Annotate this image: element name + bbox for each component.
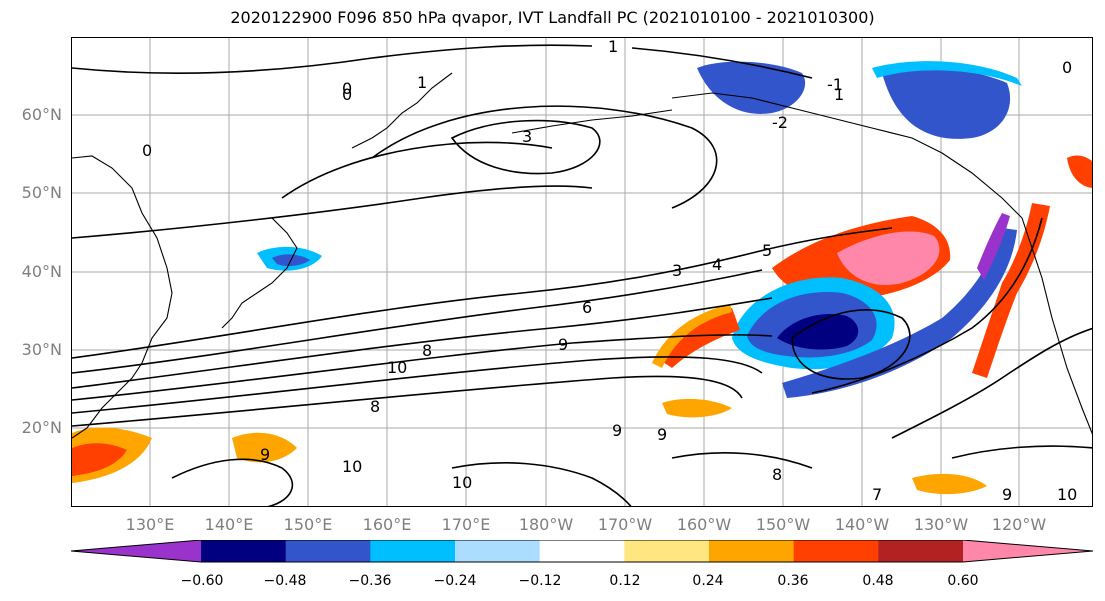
- lon-label-130e: 130°E: [125, 515, 175, 534]
- shade-pink-blob: [837, 231, 940, 285]
- colorbar-swatch: [455, 540, 541, 562]
- coast-aleutians: [511, 109, 673, 134]
- contour-label: 1: [834, 85, 844, 104]
- shade-orange-se: [912, 473, 987, 495]
- contour-label: 9: [612, 421, 622, 440]
- colorbar-swatch: [793, 540, 879, 562]
- colorbar-tick: −0.60: [180, 573, 224, 589]
- colorbar-outline: [71, 540, 1093, 563]
- contour-label: 0: [342, 79, 352, 98]
- colorbar-tick: −0.48: [263, 573, 307, 589]
- contour-label: 1: [608, 38, 618, 56]
- colorbar-tick: 0.24: [692, 573, 724, 589]
- contour-label: 3: [672, 261, 682, 280]
- coast-asia: [72, 155, 173, 439]
- colorbar-swatch: [878, 540, 964, 562]
- colorbar-tick: 0.36: [777, 573, 809, 589]
- lat-label-40n: 40°N: [21, 262, 62, 281]
- contour-label: -2: [772, 113, 788, 132]
- contour-label: 8: [422, 341, 432, 360]
- shade-blue-alaska-1: [697, 61, 806, 114]
- contour-label: 7: [872, 485, 882, 504]
- colorbar-tick: 0.12: [609, 573, 641, 589]
- contour-label: 10: [387, 358, 407, 377]
- shade-red-sw: [72, 443, 127, 476]
- colorbar-tick: −0.36: [348, 573, 392, 589]
- shade-orange-south: [662, 398, 732, 418]
- colorbar-swatch: [963, 540, 1093, 562]
- lon-label-160e: 160°E: [362, 515, 412, 534]
- coastlines: [72, 72, 1092, 439]
- lon-label-140e: 140°E: [204, 515, 254, 534]
- colorbar-swatch: [370, 540, 456, 562]
- map-svg: 1 0 1 -1 -2 0 3 0 0 3 4 5 6 8 9 10 10 8 …: [72, 38, 1092, 506]
- contour-label: 1: [417, 73, 427, 92]
- contour-label: 8: [772, 465, 782, 484]
- contour-label: 9: [558, 335, 568, 354]
- shade-orange-sw-2: [232, 432, 297, 463]
- contour-label: 0: [1062, 58, 1072, 77]
- lat-label-60n: 60°N: [21, 105, 62, 124]
- contour-label: 0: [342, 85, 352, 104]
- coast-japan: [221, 217, 298, 329]
- colorbar-tick: 0.48: [862, 573, 894, 589]
- colorbar-swatches: [71, 540, 1093, 563]
- colorbar-swatch: [624, 540, 710, 562]
- contour-label: 9: [260, 445, 270, 464]
- contour-label: 5: [762, 241, 772, 260]
- lon-label-170e: 170°E: [441, 515, 491, 534]
- lon-label-150e: 150°E: [283, 515, 333, 534]
- colorbar-swatch: [709, 540, 795, 562]
- lat-label-50n: 50°N: [21, 183, 62, 202]
- contour-label: 9: [657, 425, 667, 444]
- colorbar-tick: −0.24: [433, 573, 477, 589]
- colorbar-swatch: [539, 540, 625, 562]
- colorbar-tick: 0.60: [947, 573, 979, 589]
- colorbar-swatch: [71, 540, 201, 562]
- map-panel[interactable]: 1 0 1 -1 -2 0 3 0 0 3 4 5 6 8 9 10 10 8 …: [71, 37, 1093, 507]
- coast-alaska: [671, 92, 1092, 435]
- map-title: 2020122900 F096 850 hPa qvapor, IVT Land…: [230, 8, 875, 27]
- shade-blue-alaska-2: [882, 67, 1011, 139]
- shade-orange-edge: [652, 304, 732, 368]
- colorbar-swatch: [285, 540, 371, 562]
- contour-label: 8: [370, 397, 380, 416]
- lat-label-20n: 20°N: [21, 418, 62, 437]
- contour-label: 4: [712, 255, 722, 274]
- contour-label: 10: [1057, 485, 1077, 504]
- shade-blue-cyclone-core: [777, 314, 859, 350]
- shade-blue-front: [782, 228, 1017, 398]
- shade-purple-front: [977, 213, 1010, 280]
- contour-label: 10: [342, 457, 362, 476]
- shade-cyan-alaska: [872, 61, 1022, 86]
- contour-label: 6: [582, 298, 592, 317]
- lon-label-140w: 140°W: [834, 515, 890, 534]
- colorbar: [71, 540, 1093, 563]
- contour-label: 0: [142, 141, 152, 160]
- contour-label: -1: [827, 75, 843, 94]
- lon-label-160w: 160°W: [676, 515, 732, 534]
- shade-red-ne: [1067, 155, 1092, 188]
- lon-label-150w: 150°W: [755, 515, 811, 534]
- lon-label-170w: 170°W: [597, 515, 653, 534]
- lat-label-30n: 30°N: [21, 340, 62, 359]
- shade-orange-west: [657, 308, 740, 368]
- lon-label-120w: 120°W: [991, 515, 1047, 534]
- shade-red-coast: [972, 203, 1050, 378]
- colorbar-swatch: [201, 540, 287, 562]
- contour-label: 10: [452, 473, 472, 492]
- coast-kamchatka: [351, 72, 453, 149]
- contour-label: 9: [1002, 485, 1012, 504]
- colorbar-tick: −0.12: [518, 573, 562, 589]
- ivt-contours: [72, 44, 1092, 506]
- qvapor-shading: [72, 61, 1092, 495]
- lon-label-130w: 130°W: [913, 515, 969, 534]
- lon-label-180w: 180°W: [518, 515, 574, 534]
- contour-label: 3: [522, 127, 532, 146]
